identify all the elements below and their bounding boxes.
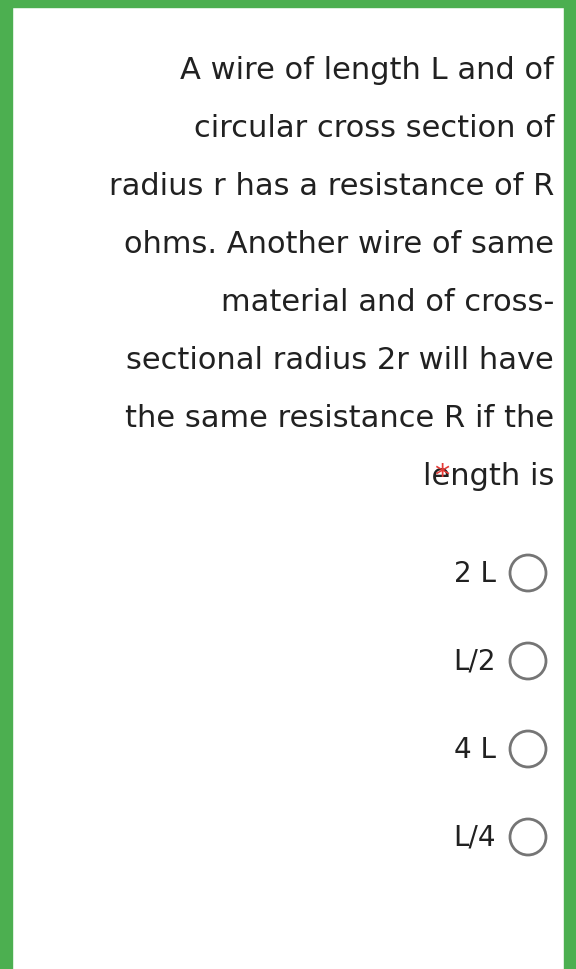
Circle shape — [510, 819, 546, 855]
Bar — [0, 0, 12, 969]
Bar — [0, 0, 576, 8]
Text: 2 L: 2 L — [454, 559, 496, 587]
Text: length is: length is — [423, 461, 554, 490]
Text: A wire of length L and of: A wire of length L and of — [180, 55, 554, 84]
Text: *: * — [434, 461, 449, 490]
Circle shape — [510, 643, 546, 679]
Text: radius r has a resistance of R: radius r has a resistance of R — [109, 172, 554, 201]
Circle shape — [510, 732, 546, 767]
Text: sectional radius 2r will have: sectional radius 2r will have — [126, 345, 554, 374]
Text: the same resistance R if the: the same resistance R if the — [125, 403, 554, 432]
Text: 4 L: 4 L — [454, 735, 496, 764]
Text: material and of cross-: material and of cross- — [221, 287, 554, 316]
Text: circular cross section of: circular cross section of — [194, 113, 554, 142]
Text: ohms. Another wire of same: ohms. Another wire of same — [124, 230, 554, 258]
Text: L/2: L/2 — [453, 647, 496, 675]
Circle shape — [510, 555, 546, 591]
Text: L/4: L/4 — [453, 823, 496, 851]
Bar — [564, 0, 576, 969]
